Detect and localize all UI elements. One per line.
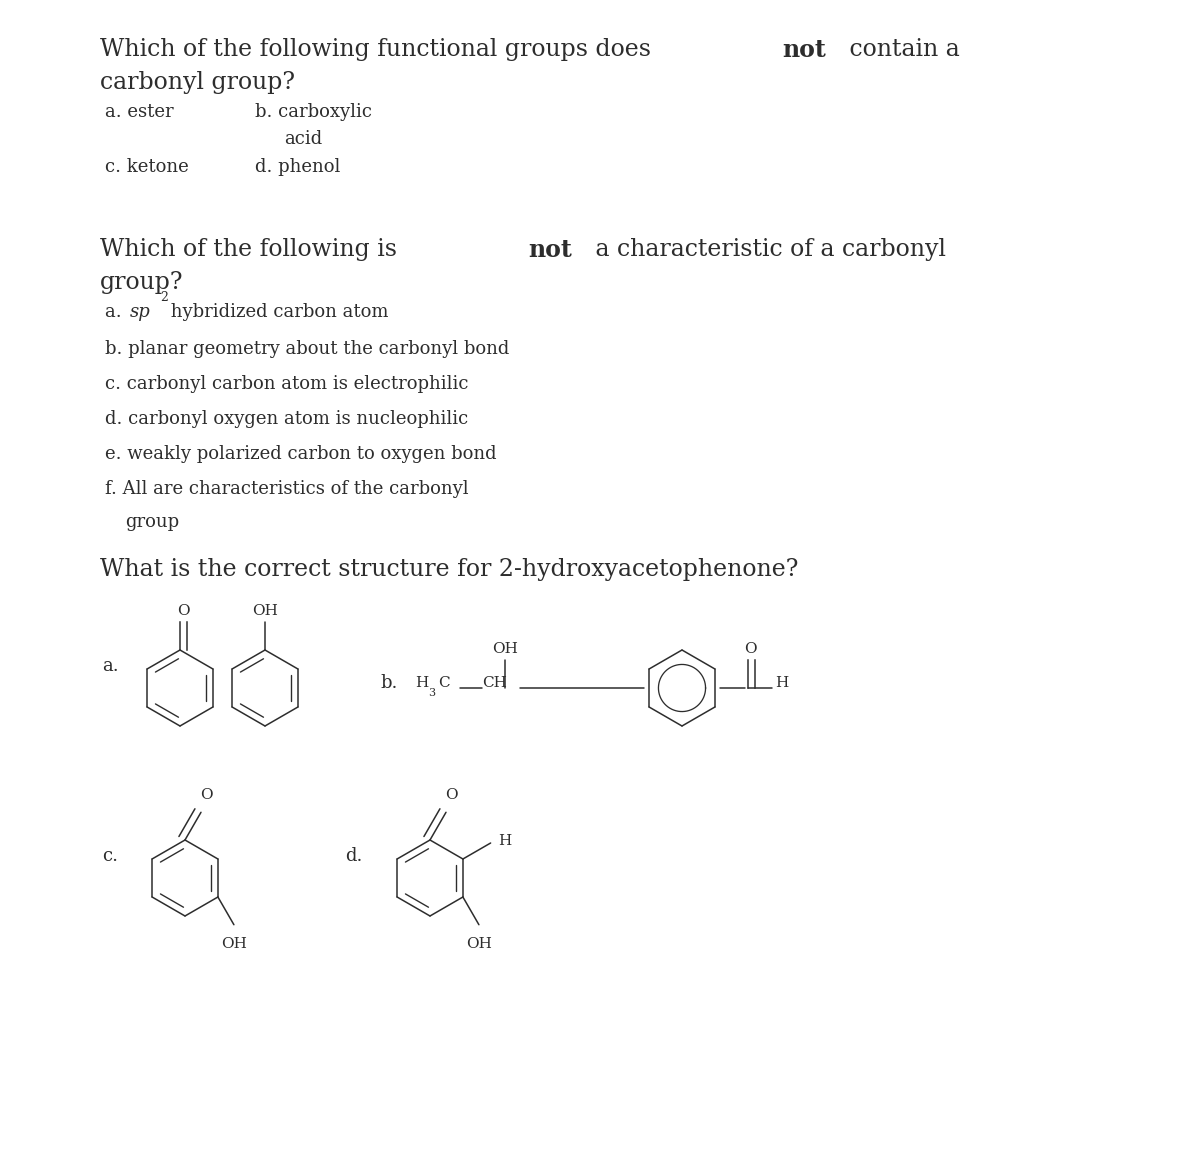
Text: group: group [125,513,179,531]
Text: b. carboxylic: b. carboxylic [254,103,372,121]
Text: c. ketone: c. ketone [106,158,188,176]
Text: carbonyl group?: carbonyl group? [100,71,295,93]
Text: c. carbonyl carbon atom is electrophilic: c. carbonyl carbon atom is electrophilic [106,375,468,392]
Text: OH: OH [492,642,518,656]
Text: d. carbonyl oxygen atom is nucleophilic: d. carbonyl oxygen atom is nucleophilic [106,410,468,427]
Text: What is the correct structure for 2-hydroxyacetophenone?: What is the correct structure for 2-hydr… [100,558,798,580]
Text: b. planar geometry about the carbonyl bond: b. planar geometry about the carbonyl bo… [106,340,509,359]
Text: O: O [176,604,190,618]
Text: f. All are characteristics of the carbonyl: f. All are characteristics of the carbon… [106,480,469,498]
Text: c.: c. [102,847,118,865]
Text: Which of the following is: Which of the following is [100,238,404,260]
Text: a.: a. [102,656,119,675]
Text: O: O [744,642,756,656]
Text: a. ester: a. ester [106,103,174,121]
Text: CH: CH [482,676,506,690]
Text: H: H [775,676,788,690]
Text: Which of the following functional groups does: Which of the following functional groups… [100,39,659,61]
Text: acid: acid [284,130,323,148]
Text: hybridized carbon atom: hybridized carbon atom [166,303,389,321]
Text: b.: b. [380,674,397,691]
Text: group?: group? [100,271,184,294]
Text: a.: a. [106,303,127,321]
Text: 3: 3 [428,688,436,698]
Text: C: C [438,676,450,690]
Text: not: not [782,39,826,62]
Text: contain a: contain a [842,39,960,61]
Text: H: H [415,676,428,690]
Text: a characteristic of a carbonyl: a characteristic of a carbonyl [588,238,946,260]
Text: not: not [528,238,571,262]
Text: OH: OH [466,937,492,951]
Text: H: H [499,834,512,848]
Text: d. phenol: d. phenol [254,158,341,176]
Text: OH: OH [252,604,278,618]
Text: sp: sp [130,303,151,321]
Text: d.: d. [346,847,362,865]
Text: e. weakly polarized carbon to oxygen bond: e. weakly polarized carbon to oxygen bon… [106,445,497,463]
Text: OH: OH [221,937,247,951]
Text: 2: 2 [160,291,168,304]
Text: O: O [199,788,212,802]
Text: O: O [445,788,457,802]
